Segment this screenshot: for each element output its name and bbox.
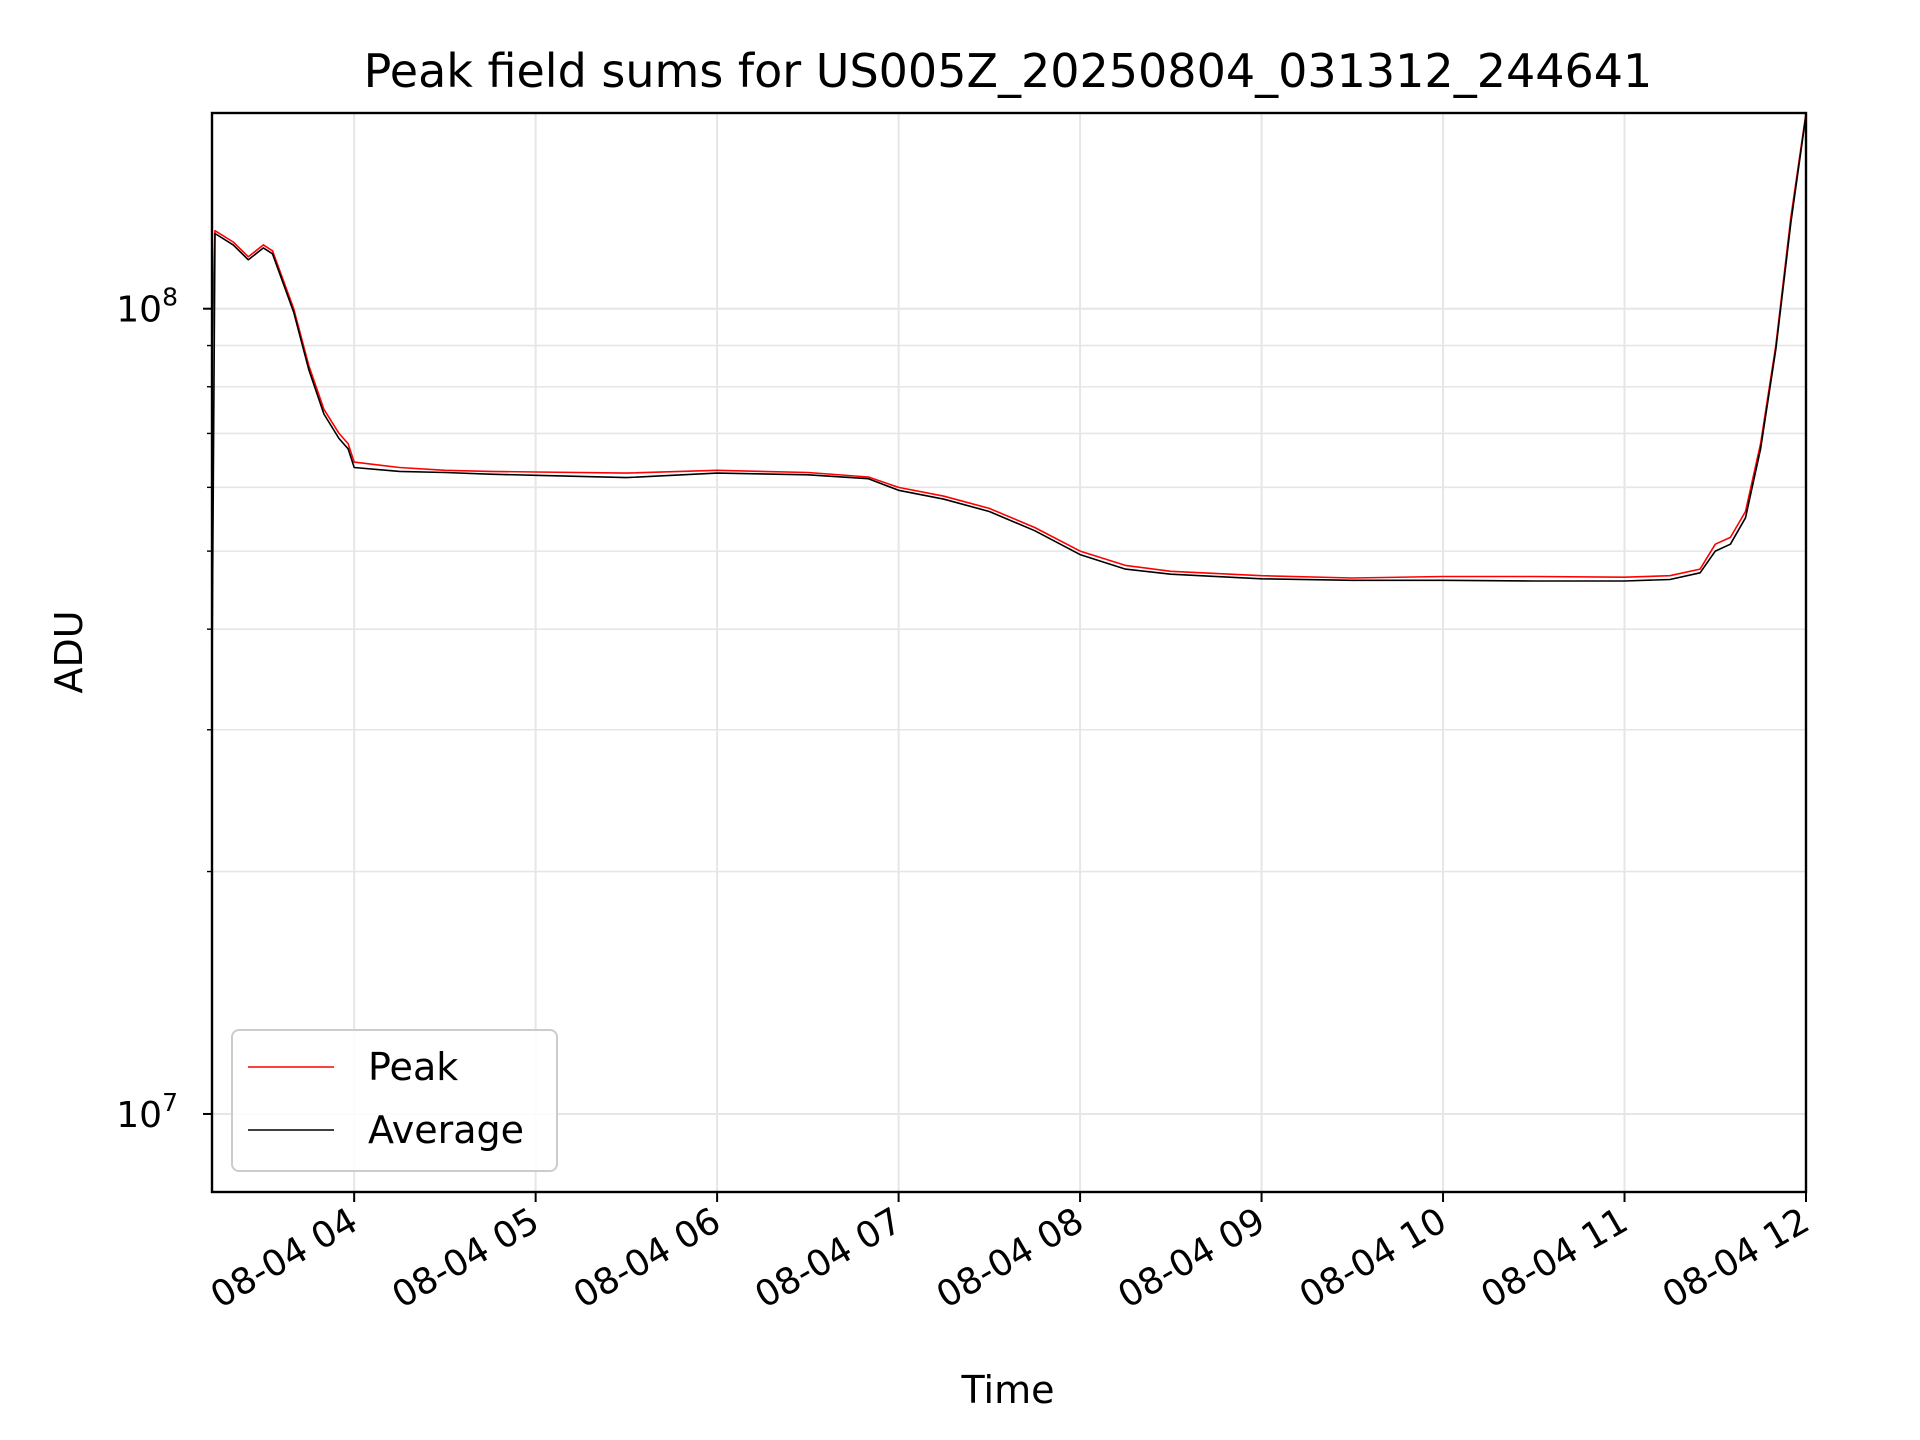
y-tick-label-exponent: 7 bbox=[162, 1088, 178, 1117]
legend-label-average: Average bbox=[368, 1108, 524, 1152]
y-tick-label-base: 10 bbox=[116, 1095, 162, 1136]
legend-box bbox=[231, 1029, 558, 1172]
y-tick-label-base: 10 bbox=[116, 290, 162, 331]
plot-frame bbox=[210, 111, 1808, 1194]
series-line-peak bbox=[211, 112, 1807, 579]
y-tick-label-exponent: 8 bbox=[162, 283, 178, 312]
y-tick-label: 108 bbox=[116, 283, 178, 331]
y-tick-label: 107 bbox=[116, 1088, 178, 1136]
x-axis-label: Time bbox=[961, 1368, 1055, 1412]
legend: Peak Average bbox=[231, 1029, 558, 1172]
series-layer bbox=[211, 112, 1807, 676]
y-axis-label: ADU bbox=[47, 610, 91, 693]
series-line-average bbox=[211, 114, 1807, 676]
legend-label-peak: Peak bbox=[368, 1045, 458, 1089]
grid bbox=[212, 113, 1807, 1192]
chart-title: Peak field sums for US005Z_20250804_0313… bbox=[364, 44, 1653, 98]
